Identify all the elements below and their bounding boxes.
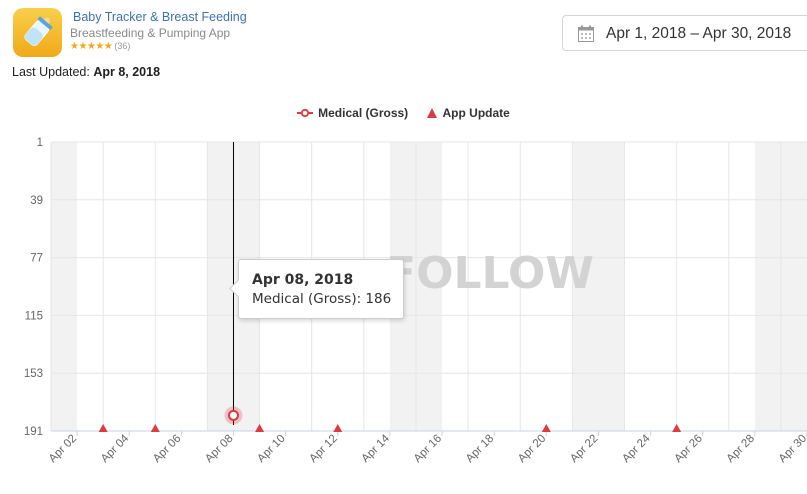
app-subtitle: Breastfeeding & Pumping App [70, 26, 231, 40]
y-tick-label: 115 [25, 310, 43, 322]
app-update-marker [541, 424, 551, 432]
legend-item-medical[interactable]: Medical (Gross) [297, 106, 408, 120]
watermark-text: FOLLOW [386, 248, 594, 299]
y-tick-label: 1 [37, 137, 43, 149]
baby-bottle-icon [24, 16, 53, 46]
chart-tooltip: Apr 08, 2018 Medical (Gross): 186 [229, 259, 404, 319]
chart-legend: Medical (Gross) App Update [0, 106, 807, 121]
app-update-marker [150, 424, 160, 432]
date-range-text: Apr 1, 2018 – Apr 30, 2018 [606, 25, 792, 42]
x-tick-label: Apr 08 [203, 433, 235, 465]
app-update-marker [672, 424, 682, 432]
last-updated-value: Apr 8, 2018 [93, 65, 161, 79]
x-tick-label: Apr 12 [307, 433, 339, 465]
x-tick-label: Apr 06 [151, 433, 183, 465]
app-name-link[interactable]: Baby Tracker & Breast Feeding [70, 10, 247, 24]
app-rating: ★★★★★ (36) [70, 41, 130, 52]
x-tick-label: Apr 26 [672, 433, 704, 465]
legend-label-app-update: App Update [442, 106, 510, 120]
x-tick-label: Apr 10 [255, 433, 287, 465]
legend-label-medical: Medical (Gross) [318, 106, 409, 120]
x-tick-label: Apr 24 [620, 432, 653, 465]
y-tick-label: 39 [30, 195, 43, 207]
legend-item-app-update[interactable]: App Update [426, 106, 510, 120]
line-marker-icon [297, 108, 314, 118]
x-tick-label: Apr 02 [47, 433, 79, 465]
calendar-icon [578, 25, 594, 42]
x-tick-label: Apr 18 [464, 433, 496, 465]
y-tick-label: 77 [30, 253, 43, 265]
app-update-marker [255, 424, 265, 432]
y-tick-label: 153 [24, 368, 43, 380]
app-update-marker [98, 424, 108, 432]
weekend-band [572, 142, 625, 431]
triangle-marker-icon [426, 108, 437, 118]
app-update-marker [333, 424, 343, 432]
weekend-band [51, 142, 78, 431]
data-point [227, 409, 239, 421]
x-tick-label: Apr 20 [516, 433, 548, 465]
x-tick-label: Apr 22 [568, 433, 600, 465]
last-updated-label: Last Updated: [12, 65, 90, 79]
date-range-picker[interactable]: Apr 1, 2018 – Apr 30, 2018 [562, 15, 807, 51]
rating-stars-icon: ★★★★★ [70, 41, 113, 52]
x-tick-label: Apr 14 [360, 432, 393, 465]
x-tick-label: Apr 04 [99, 432, 132, 465]
tooltip-title: Apr 08, 2018 [252, 272, 354, 288]
y-tick-label: 191 [24, 426, 43, 438]
rating-count: (36) [114, 41, 131, 51]
app-name[interactable]: Baby Tracker & Breast Feeding [73, 10, 247, 24]
x-tick-label: Apr 16 [412, 433, 444, 465]
last-updated: Last Updated: Apr 8, 2018 [12, 65, 160, 79]
tooltip-body: Medical (Gross): 186 [252, 291, 392, 307]
app-icon[interactable] [13, 8, 62, 57]
x-tick-label: Apr 30 [777, 433, 807, 465]
x-tick-label: Apr 28 [725, 433, 757, 465]
